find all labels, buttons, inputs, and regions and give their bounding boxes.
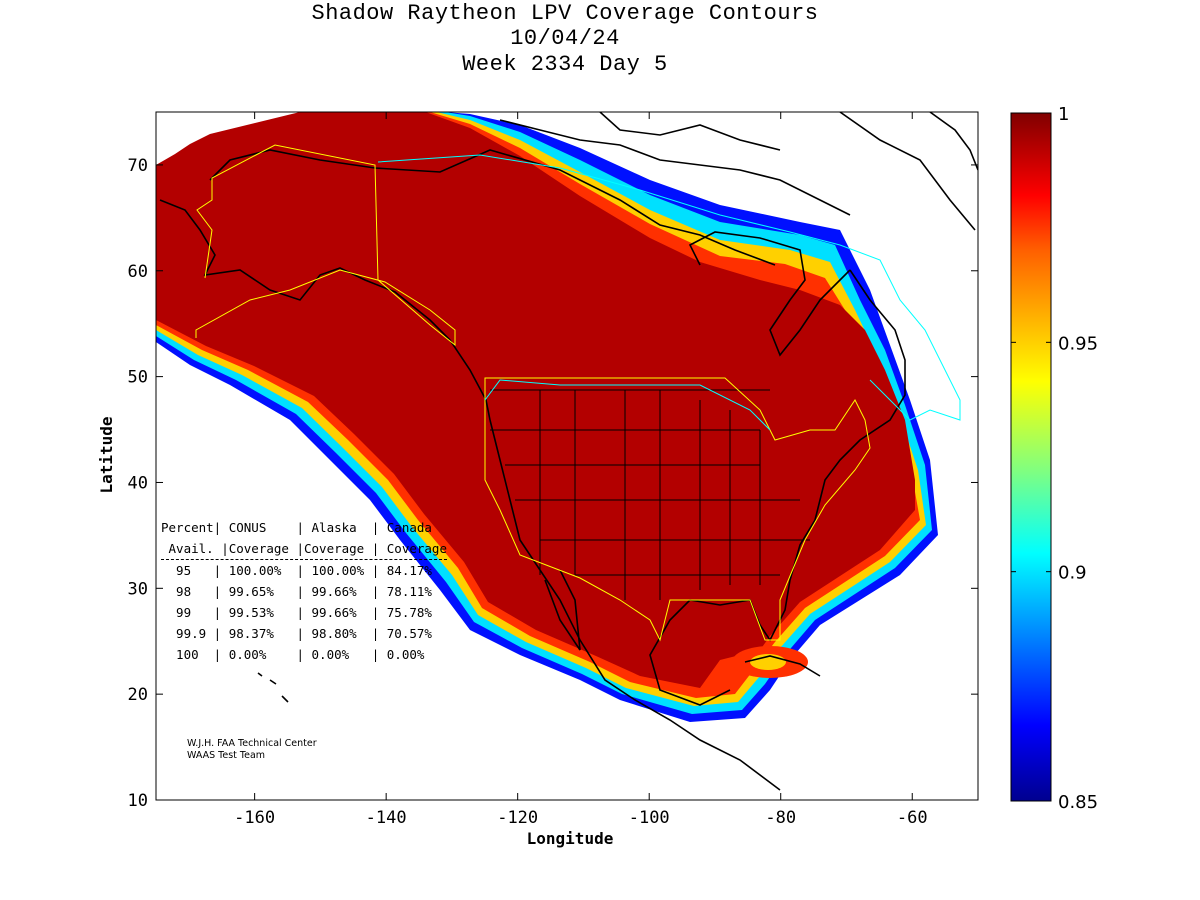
table-header-row-2: Avail. |Coverage |Coverage | Coverage <box>161 538 447 560</box>
y-tick-label: 30 <box>128 579 148 599</box>
credit-line-1: W.J.H. FAA Technical Center <box>187 738 317 749</box>
colorbar-tick-label: 0.9 <box>1058 563 1087 584</box>
x-tick-label: -160 <box>234 808 275 828</box>
table-row: 99 | 99.53% | 99.66% | 75.78% <box>161 605 432 620</box>
table-row: 99.9 | 98.37% | 98.80% | 70.57% <box>161 626 432 641</box>
table-row: 95 | 100.00% | 100.00% | 84.17% <box>161 563 432 578</box>
x-tick-label: -140 <box>366 808 407 828</box>
x-tick-label: -100 <box>629 808 670 828</box>
coverage-table: Percent| CONUS | Alaska | Canada Avail. … <box>161 517 447 665</box>
colorbar-ticks: 0.85 0.9 0.95 1 <box>1011 104 1098 813</box>
coverage-layer <box>156 112 978 791</box>
title-line-2: 10/04/24 <box>510 26 620 51</box>
colorbar-tick-label: 0.85 <box>1058 792 1098 813</box>
coverage-core <box>156 112 915 688</box>
title-line-1: Shadow Raytheon LPV Coverage Contours <box>311 1 819 26</box>
y-tick-label: 50 <box>128 368 148 388</box>
colorbar <box>1010 112 1052 802</box>
plot-frame <box>155 111 979 801</box>
y-tick-label: 20 <box>128 685 148 705</box>
colorbar-tick-label: 0.95 <box>1058 333 1098 354</box>
y-tick-label: 40 <box>128 473 148 493</box>
title-line-3: Week 2334 Day 5 <box>462 52 668 77</box>
x-tick-label: -80 <box>765 808 796 828</box>
table-row: 98 | 99.65% | 99.66% | 78.11% <box>161 584 432 599</box>
x-axis-ticks: -160 -140 -120 -100 -80 -60 <box>234 112 928 828</box>
x-tick-label: -120 <box>497 808 538 828</box>
y-axis-ticks: 10 20 30 40 50 60 70 <box>128 156 978 811</box>
region-outlines <box>195 144 961 642</box>
credit-block: W.J.H. FAA Technical Center WAAS Test Te… <box>187 738 317 762</box>
credit-line-2: WAAS Test Team <box>187 750 266 761</box>
table-row: 100 | 0.00% | 0.00% | 0.00% <box>161 647 425 662</box>
y-tick-label: 10 <box>128 791 148 811</box>
y-tick-label: 60 <box>128 262 148 282</box>
y-tick-label: 70 <box>128 156 148 176</box>
x-axis-label: Longitude <box>527 829 614 848</box>
x-tick-label: -60 <box>897 808 928 828</box>
y-axis-label: Latitude <box>97 416 116 493</box>
table-header-row-1: Percent| CONUS | Alaska | Canada <box>161 520 432 535</box>
colorbar-tick-label: 1 <box>1058 104 1069 125</box>
state-borders <box>490 389 810 600</box>
